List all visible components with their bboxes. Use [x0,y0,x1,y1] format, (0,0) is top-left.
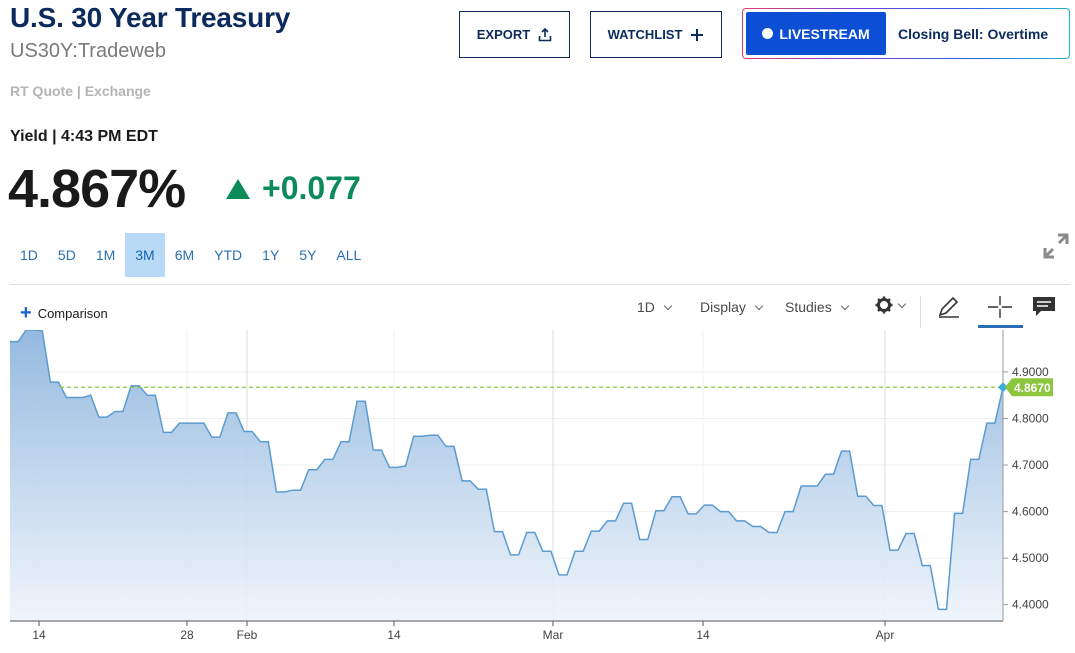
last-value-label: 4.8670 [1014,381,1051,395]
livestream-show-title[interactable]: Closing Bell: Overtime [898,25,1049,42]
divider [10,284,1070,285]
settings-dropdown[interactable] [875,296,907,314]
comment-icon[interactable] [1030,294,1058,320]
x-tick-label: Apr [876,628,895,642]
livestream-button[interactable]: LIVESTREAM [746,12,886,55]
watchlist-button[interactable]: WATCHLIST [590,11,722,58]
upload-icon [538,27,552,41]
x-tick-label: Mar [543,628,564,642]
interval-label: 1D [637,299,655,315]
live-dot-icon [762,28,774,39]
y-tick-label: 4.7000 [1012,458,1049,472]
range-tab-1d[interactable]: 1D [20,247,38,263]
page-title: U.S. 30 Year Treasury [10,2,291,33]
studies-dropdown[interactable]: Studies [785,299,849,315]
x-tick-label: 28 [180,628,194,642]
comparison-button[interactable]: + Comparison [20,303,108,323]
comparison-label: Comparison [37,305,108,321]
price-line [10,330,1004,611]
change-value: +0.077 [262,170,361,206]
display-dropdown[interactable]: Display [700,299,764,315]
up-arrow-icon [226,178,250,199]
export-button[interactable]: EXPORT [459,11,570,58]
chevron-down-icon [663,301,673,310]
y-tick-label: 4.6000 [1012,505,1049,519]
quote-source: RT Quote | Exchange [10,83,151,99]
crosshair-active-indicator [978,325,1023,328]
last-price: 4.867% [8,159,186,219]
plus-icon: + [20,302,32,324]
chevron-down-icon [754,301,764,310]
plus-icon [691,28,704,41]
export-label: EXPORT [476,27,531,42]
gear-icon [875,296,893,314]
range-tab-6m[interactable]: 6M [174,247,195,263]
expand-icon[interactable] [1042,232,1070,260]
watchlist-label: WATCHLIST [607,27,683,42]
price-area [10,330,1003,621]
chevron-down-icon [840,301,849,310]
last-value-badge [1005,378,1053,397]
pencil-icon[interactable] [935,294,963,320]
range-tab-3m[interactable]: 3M [125,233,165,277]
yield-timestamp: Yield | 4:43 PM EDT [10,128,158,145]
interval-dropdown[interactable]: 1D [637,299,673,315]
y-tick-label: 4.5000 [1012,551,1049,565]
livestream-label: LIVESTREAM [779,25,870,42]
range-tab-1y[interactable]: 1Y [262,247,280,263]
range-tab-1m[interactable]: 1M [95,247,116,263]
crosshair-icon[interactable] [986,294,1014,320]
livestream-banner[interactable]: LIVESTREAM Closing Bell: Overtime [742,8,1070,59]
range-tab-5d[interactable]: 5D [57,247,76,263]
price-change: +0.077 [226,170,361,207]
range-selector: 1D 5D 1M 3M 6M YTD 1Y 5Y ALL [10,233,371,277]
toolbar-divider [920,296,921,328]
x-tick-label: Feb [237,628,258,642]
ticker-symbol: US30Y:Tradeweb [10,40,167,62]
chevron-down-icon [897,299,907,308]
x-tick-label: 14 [32,628,46,642]
y-tick-label: 4.9000 [1012,365,1049,379]
range-tab-ytd[interactable]: YTD [214,247,243,263]
range-tab-5y[interactable]: 5Y [299,247,317,263]
studies-label: Studies [785,299,832,315]
price-chart[interactable]: 4.9000 4.8000 4.7000 4.6000 4.5000 4.4000 14 2… [0,330,1075,653]
y-tick-label: 4.4000 [1012,598,1049,612]
x-tick-label: 14 [387,628,401,642]
x-tick-label: 14 [696,628,710,642]
display-label: Display [700,299,746,315]
range-tab-all[interactable]: ALL [336,247,362,263]
y-tick-label: 4.8000 [1012,411,1049,425]
last-value-point [998,382,1008,393]
